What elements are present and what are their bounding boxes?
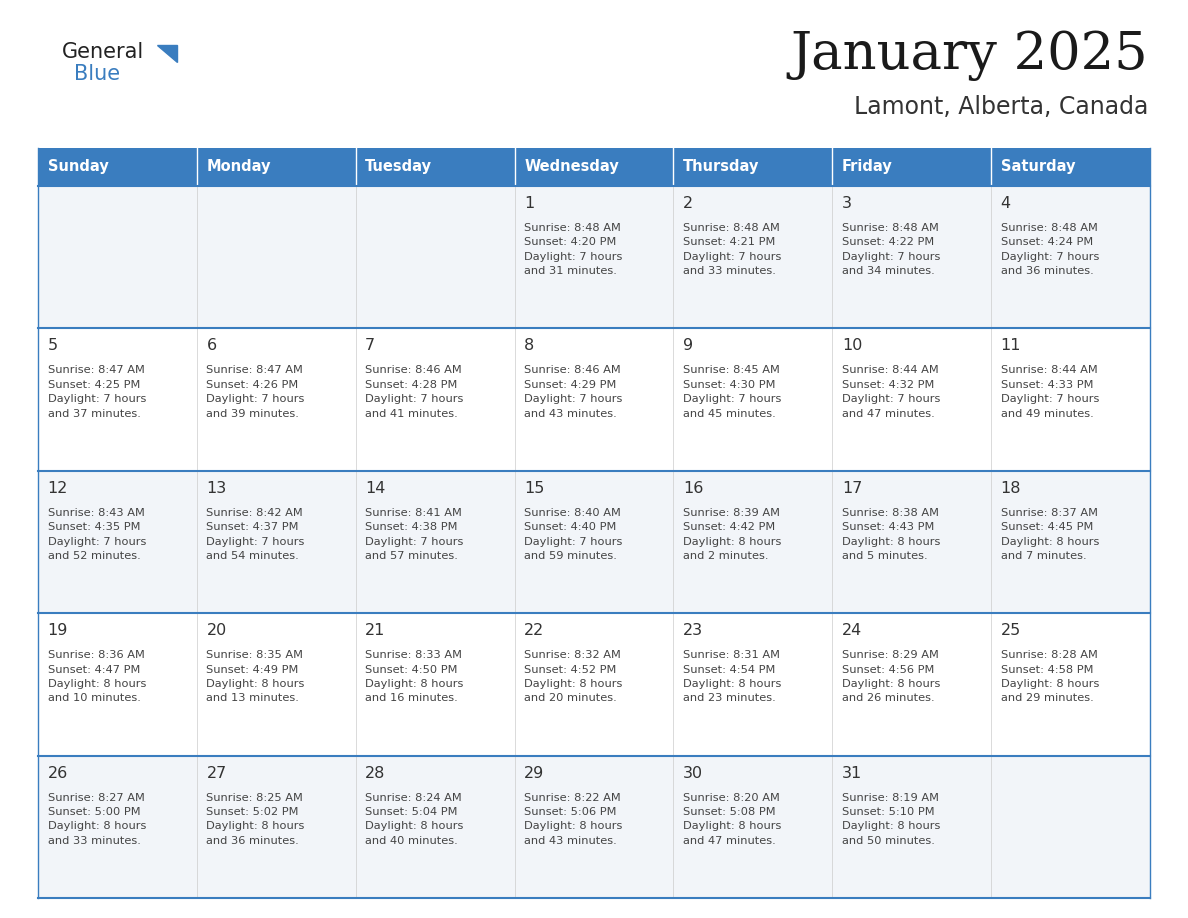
Bar (38, 613, 1150, 756)
Text: 23: 23 (683, 623, 703, 638)
Text: Sunrise: 8:47 AM
Sunset: 4:26 PM
Daylight: 7 hours
and 39 minutes.: Sunrise: 8:47 AM Sunset: 4:26 PM Dayligh… (207, 365, 305, 419)
Text: 6: 6 (207, 339, 216, 353)
Text: 8: 8 (524, 339, 535, 353)
Text: Thursday: Thursday (683, 160, 759, 174)
Text: Friday: Friday (842, 160, 892, 174)
Text: 31: 31 (842, 766, 862, 780)
Text: 13: 13 (207, 481, 227, 496)
Text: 10: 10 (842, 339, 862, 353)
Bar (355, 148, 514, 186)
Text: 17: 17 (842, 481, 862, 496)
Text: 26: 26 (48, 766, 68, 780)
Bar (38, 329, 1150, 471)
Text: Sunrise: 8:29 AM
Sunset: 4:56 PM
Daylight: 8 hours
and 26 minutes.: Sunrise: 8:29 AM Sunset: 4:56 PM Dayligh… (842, 650, 940, 703)
Text: 21: 21 (365, 623, 386, 638)
Text: 7: 7 (365, 339, 375, 353)
Text: Sunrise: 8:38 AM
Sunset: 4:43 PM
Daylight: 8 hours
and 5 minutes.: Sunrise: 8:38 AM Sunset: 4:43 PM Dayligh… (842, 508, 940, 561)
Text: Sunrise: 8:46 AM
Sunset: 4:28 PM
Daylight: 7 hours
and 41 minutes.: Sunrise: 8:46 AM Sunset: 4:28 PM Dayligh… (365, 365, 463, 419)
Text: 22: 22 (524, 623, 544, 638)
Text: 18: 18 (1000, 481, 1022, 496)
Bar (514, 148, 674, 186)
Text: Sunrise: 8:44 AM
Sunset: 4:33 PM
Daylight: 7 hours
and 49 minutes.: Sunrise: 8:44 AM Sunset: 4:33 PM Dayligh… (1000, 365, 1099, 419)
Bar (991, 148, 1150, 186)
Text: 25: 25 (1000, 623, 1020, 638)
Text: Tuesday: Tuesday (365, 160, 432, 174)
Text: Sunrise: 8:37 AM
Sunset: 4:45 PM
Daylight: 8 hours
and 7 minutes.: Sunrise: 8:37 AM Sunset: 4:45 PM Dayligh… (1000, 508, 1099, 561)
Text: 9: 9 (683, 339, 693, 353)
Text: Sunrise: 8:45 AM
Sunset: 4:30 PM
Daylight: 7 hours
and 45 minutes.: Sunrise: 8:45 AM Sunset: 4:30 PM Dayligh… (683, 365, 782, 419)
Text: Lamont, Alberta, Canada: Lamont, Alberta, Canada (854, 95, 1148, 119)
Text: Sunrise: 8:19 AM
Sunset: 5:10 PM
Daylight: 8 hours
and 50 minutes.: Sunrise: 8:19 AM Sunset: 5:10 PM Dayligh… (842, 792, 940, 845)
Bar (197, 148, 355, 186)
Text: Sunrise: 8:31 AM
Sunset: 4:54 PM
Daylight: 8 hours
and 23 minutes.: Sunrise: 8:31 AM Sunset: 4:54 PM Dayligh… (683, 650, 782, 703)
Text: Monday: Monday (207, 160, 271, 174)
Text: 14: 14 (365, 481, 386, 496)
Text: Sunrise: 8:33 AM
Sunset: 4:50 PM
Daylight: 8 hours
and 16 minutes.: Sunrise: 8:33 AM Sunset: 4:50 PM Dayligh… (365, 650, 463, 703)
Text: Sunrise: 8:48 AM
Sunset: 4:22 PM
Daylight: 7 hours
and 34 minutes.: Sunrise: 8:48 AM Sunset: 4:22 PM Dayligh… (842, 223, 940, 276)
Text: General: General (62, 42, 144, 62)
Bar (38, 471, 1150, 613)
Text: Sunrise: 8:36 AM
Sunset: 4:47 PM
Daylight: 8 hours
and 10 minutes.: Sunrise: 8:36 AM Sunset: 4:47 PM Dayligh… (48, 650, 146, 703)
Text: 16: 16 (683, 481, 703, 496)
Polygon shape (157, 45, 177, 62)
Text: Sunrise: 8:46 AM
Sunset: 4:29 PM
Daylight: 7 hours
and 43 minutes.: Sunrise: 8:46 AM Sunset: 4:29 PM Dayligh… (524, 365, 623, 419)
Text: Sunrise: 8:24 AM
Sunset: 5:04 PM
Daylight: 8 hours
and 40 minutes.: Sunrise: 8:24 AM Sunset: 5:04 PM Dayligh… (365, 792, 463, 845)
Text: 15: 15 (524, 481, 544, 496)
Text: Sunrise: 8:28 AM
Sunset: 4:58 PM
Daylight: 8 hours
and 29 minutes.: Sunrise: 8:28 AM Sunset: 4:58 PM Dayligh… (1000, 650, 1099, 703)
Text: Sunrise: 8:43 AM
Sunset: 4:35 PM
Daylight: 7 hours
and 52 minutes.: Sunrise: 8:43 AM Sunset: 4:35 PM Dayligh… (48, 508, 146, 561)
Text: 4: 4 (1000, 196, 1011, 211)
Text: 30: 30 (683, 766, 703, 780)
Text: Sunrise: 8:40 AM
Sunset: 4:40 PM
Daylight: 7 hours
and 59 minutes.: Sunrise: 8:40 AM Sunset: 4:40 PM Dayligh… (524, 508, 623, 561)
Text: Sunrise: 8:48 AM
Sunset: 4:21 PM
Daylight: 7 hours
and 33 minutes.: Sunrise: 8:48 AM Sunset: 4:21 PM Dayligh… (683, 223, 782, 276)
Bar (674, 148, 833, 186)
Text: Sunrise: 8:27 AM
Sunset: 5:00 PM
Daylight: 8 hours
and 33 minutes.: Sunrise: 8:27 AM Sunset: 5:00 PM Dayligh… (48, 792, 146, 845)
Text: 29: 29 (524, 766, 544, 780)
Text: 12: 12 (48, 481, 68, 496)
Text: 2: 2 (683, 196, 693, 211)
Bar (833, 148, 991, 186)
Text: 28: 28 (365, 766, 386, 780)
Text: 1: 1 (524, 196, 535, 211)
Text: Saturday: Saturday (1000, 160, 1075, 174)
Text: Sunrise: 8:48 AM
Sunset: 4:20 PM
Daylight: 7 hours
and 31 minutes.: Sunrise: 8:48 AM Sunset: 4:20 PM Dayligh… (524, 223, 623, 276)
Text: Blue: Blue (74, 64, 120, 84)
Text: Sunrise: 8:42 AM
Sunset: 4:37 PM
Daylight: 7 hours
and 54 minutes.: Sunrise: 8:42 AM Sunset: 4:37 PM Dayligh… (207, 508, 305, 561)
Text: Sunrise: 8:25 AM
Sunset: 5:02 PM
Daylight: 8 hours
and 36 minutes.: Sunrise: 8:25 AM Sunset: 5:02 PM Dayligh… (207, 792, 305, 845)
Text: Sunrise: 8:41 AM
Sunset: 4:38 PM
Daylight: 7 hours
and 57 minutes.: Sunrise: 8:41 AM Sunset: 4:38 PM Dayligh… (365, 508, 463, 561)
Bar (38, 186, 1150, 329)
Text: Sunrise: 8:39 AM
Sunset: 4:42 PM
Daylight: 8 hours
and 2 minutes.: Sunrise: 8:39 AM Sunset: 4:42 PM Dayligh… (683, 508, 782, 561)
Text: 3: 3 (842, 196, 852, 211)
Text: Sunrise: 8:47 AM
Sunset: 4:25 PM
Daylight: 7 hours
and 37 minutes.: Sunrise: 8:47 AM Sunset: 4:25 PM Dayligh… (48, 365, 146, 419)
Text: Sunrise: 8:32 AM
Sunset: 4:52 PM
Daylight: 8 hours
and 20 minutes.: Sunrise: 8:32 AM Sunset: 4:52 PM Dayligh… (524, 650, 623, 703)
Text: Sunrise: 8:22 AM
Sunset: 5:06 PM
Daylight: 8 hours
and 43 minutes.: Sunrise: 8:22 AM Sunset: 5:06 PM Dayligh… (524, 792, 623, 845)
Text: 20: 20 (207, 623, 227, 638)
Text: 19: 19 (48, 623, 68, 638)
Text: 24: 24 (842, 623, 862, 638)
Text: Sunrise: 8:35 AM
Sunset: 4:49 PM
Daylight: 8 hours
and 13 minutes.: Sunrise: 8:35 AM Sunset: 4:49 PM Dayligh… (207, 650, 305, 703)
Text: 5: 5 (48, 339, 58, 353)
Bar (38, 756, 1150, 898)
Text: 27: 27 (207, 766, 227, 780)
Text: 11: 11 (1000, 339, 1022, 353)
Text: Wednesday: Wednesday (524, 160, 619, 174)
Text: Sunrise: 8:48 AM
Sunset: 4:24 PM
Daylight: 7 hours
and 36 minutes.: Sunrise: 8:48 AM Sunset: 4:24 PM Dayligh… (1000, 223, 1099, 276)
Text: January 2025: January 2025 (790, 30, 1148, 81)
Bar (38, 148, 197, 186)
Text: Sunrise: 8:20 AM
Sunset: 5:08 PM
Daylight: 8 hours
and 47 minutes.: Sunrise: 8:20 AM Sunset: 5:08 PM Dayligh… (683, 792, 782, 845)
Text: Sunday: Sunday (48, 160, 108, 174)
Text: Sunrise: 8:44 AM
Sunset: 4:32 PM
Daylight: 7 hours
and 47 minutes.: Sunrise: 8:44 AM Sunset: 4:32 PM Dayligh… (842, 365, 940, 419)
